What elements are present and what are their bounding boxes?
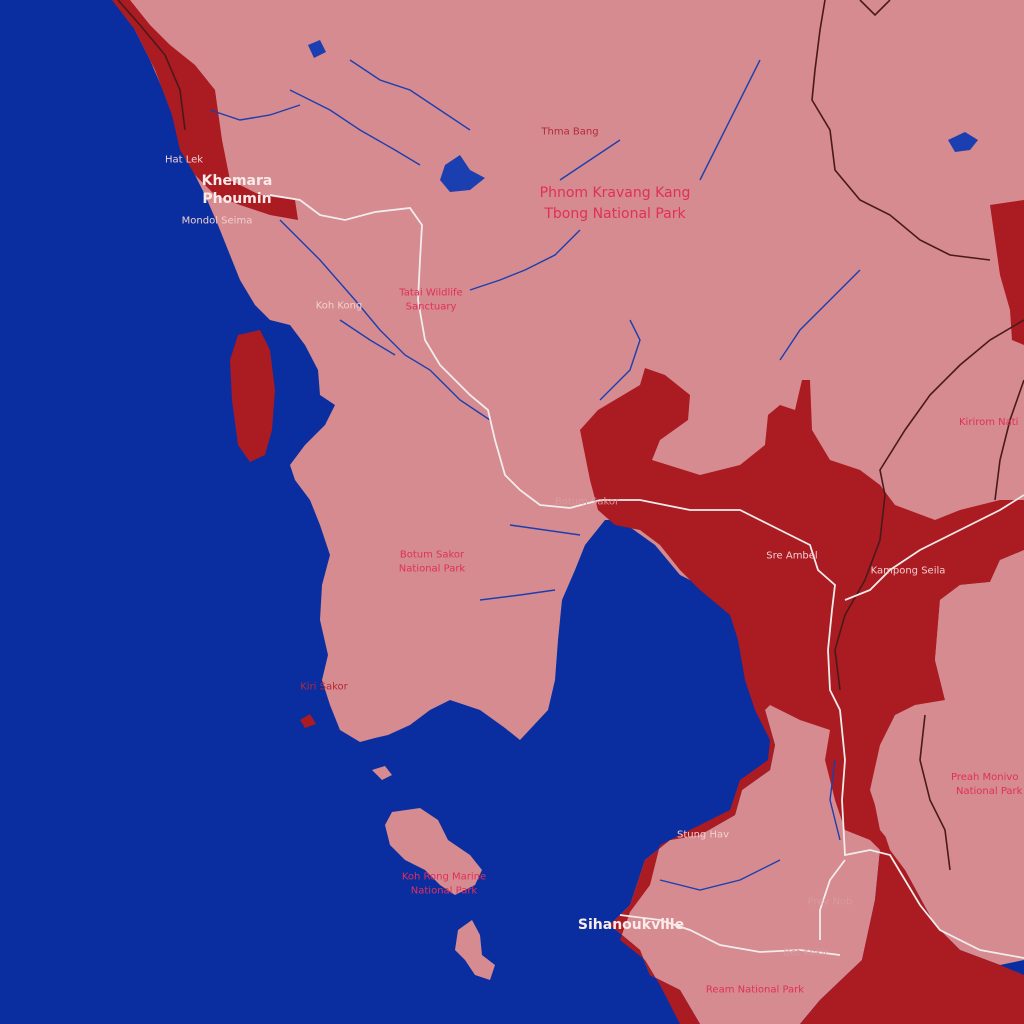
roads (269, 194, 1024, 959)
dark-region-right-strip (990, 200, 1024, 345)
label-tatai-line2[interactable]: Sanctuary (405, 301, 457, 313)
koh-rong-island (385, 808, 482, 895)
label-khemara-line2[interactable]: Phoumin (202, 190, 272, 207)
label-ream-park[interactable]: Ream National Park (705, 984, 805, 996)
label-preah-line2[interactable]: National Park (956, 786, 1023, 797)
label-stung-hav[interactable]: Stung Hav (676, 829, 730, 841)
lake-small (308, 40, 326, 58)
label-mondol-seima[interactable]: Mondol Seima (181, 215, 253, 227)
label-botum-sakor-town[interactable]: Botum Sakor (554, 496, 620, 508)
label-phnom-park-line2[interactable]: Tbong National Park (544, 205, 686, 222)
label-khemara-line1[interactable]: Khemara (201, 172, 273, 189)
koh-kong-island (230, 330, 275, 462)
label-kirirom[interactable]: Kirirom Nati (959, 417, 1019, 428)
label-kampong-seila[interactable]: Kampong Seila (870, 565, 946, 577)
label-botum-park-line1[interactable]: Botum Sakor (399, 549, 465, 561)
label-botum-park-line2[interactable]: National Park (398, 563, 466, 575)
label-sre-ambel[interactable]: Sre Ambel (766, 550, 818, 562)
rivers (209, 59, 861, 891)
preah-monivong-land (872, 555, 1024, 960)
label-koh-kong[interactable]: Koh Kong (315, 300, 363, 312)
dark-coast-north (112, 0, 298, 220)
label-preah-line1[interactable]: Preah Monivo (951, 772, 1019, 783)
label-phnom-park-line1[interactable]: Phnom Kravang Kang (539, 184, 691, 201)
lake-north (440, 155, 485, 192)
small-island-b (300, 714, 316, 728)
label-koh-rong-line1[interactable]: Koh Rong Marine (401, 871, 487, 883)
label-bet-kokir[interactable]: Bet Kokir (783, 947, 829, 959)
label-thma-bang[interactable]: Thma Bang (541, 126, 599, 138)
label-hat-lek[interactable]: Hat Lek (164, 154, 204, 166)
dark-region-east (580, 368, 1024, 1024)
province-borders (117, 0, 1024, 871)
lake-east (948, 132, 978, 152)
label-tatai-line1[interactable]: Tatai Wildlife (399, 287, 463, 299)
koh-rong-samloem-island (455, 920, 495, 980)
small-island-a (372, 766, 392, 780)
ream-peninsula (700, 955, 832, 1024)
label-sihanoukville[interactable]: Sihanoukville (577, 916, 685, 933)
mainland (120, 0, 1024, 1024)
label-kiri-sakor[interactable]: Kiri Sakor (300, 681, 348, 693)
label-koh-rong-line2[interactable]: National Park (410, 885, 478, 897)
label-prey-nob[interactable]: Prey Nob (807, 896, 853, 908)
